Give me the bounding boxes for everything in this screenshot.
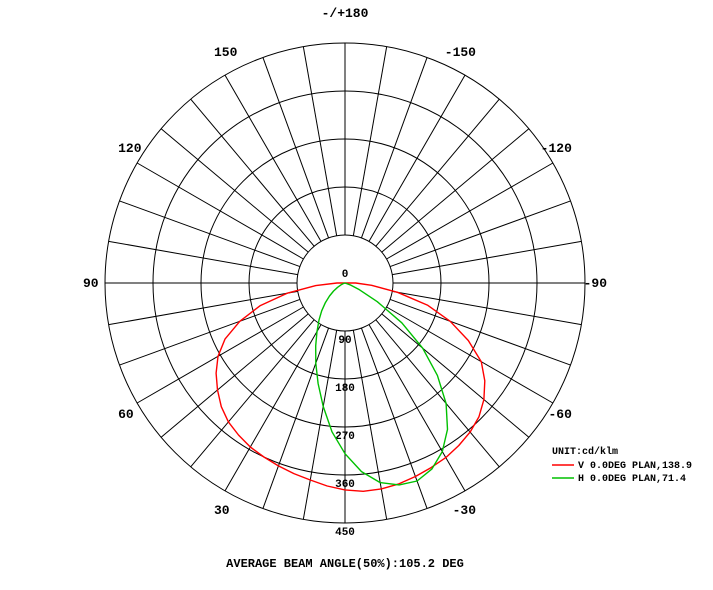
legend: V 0.0DEG PLAN,138.9 H 0.0DEG PLAN,71.4 xyxy=(552,461,692,485)
angle-label: 60 xyxy=(118,407,134,422)
angle-label: -60 xyxy=(548,407,572,422)
angle-label: 90 xyxy=(83,276,99,291)
footer-label: AVERAGE BEAM ANGLE(50%):105.2 DEG xyxy=(226,557,464,571)
angle-label: -30 xyxy=(453,503,477,518)
photometric-polar-chart: -/+180 -150 -120 -90 -60 -30 30 60 90 120 150 0 90 1… xyxy=(0,0,713,590)
unit-label: UNIT:cd/klm xyxy=(552,446,618,458)
legend-label-h: H 0.0DEG PLAN,71.4 xyxy=(578,474,686,485)
angle-label: 30 xyxy=(214,503,230,518)
angle-label: -120 xyxy=(541,141,572,156)
ring-label: 0 xyxy=(342,269,349,281)
ring-label: 180 xyxy=(335,383,355,395)
angle-label: -150 xyxy=(445,45,476,60)
legend-label-v: V 0.0DEG PLAN,138.9 xyxy=(578,461,692,472)
angle-label: 120 xyxy=(118,141,142,156)
angle-label: 150 xyxy=(214,45,238,60)
angle-label: -/+180 xyxy=(322,6,369,21)
ring-label: 450 xyxy=(335,527,355,539)
ring-label: 90 xyxy=(338,335,351,347)
angle-label: -90 xyxy=(584,276,608,291)
